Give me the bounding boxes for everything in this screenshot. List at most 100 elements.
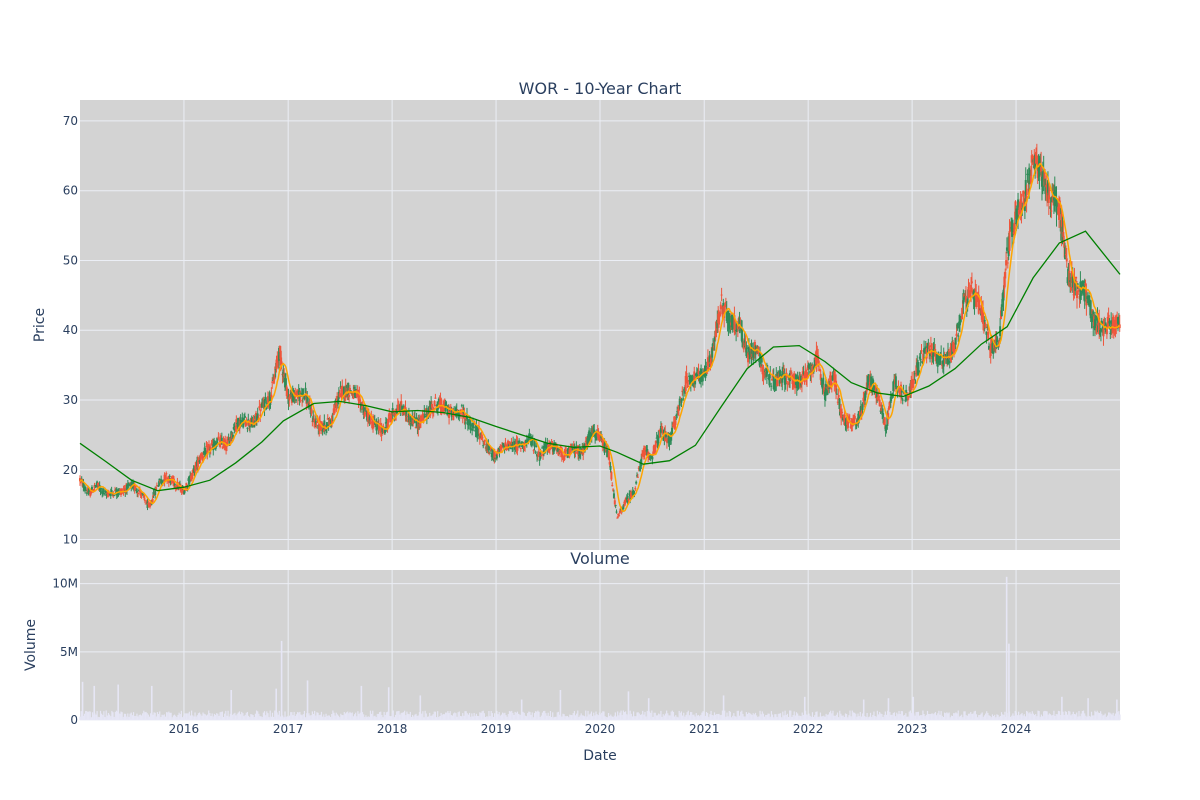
volume-bar: [740, 711, 742, 720]
candle-body: [1108, 321, 1111, 324]
volume-bar: [140, 715, 143, 720]
volume-bar: [476, 715, 479, 720]
volume-bar: [1037, 710, 1039, 720]
volume-bar: [330, 716, 332, 720]
candle-body: [208, 444, 211, 448]
volume-bar: [432, 714, 434, 720]
volume-spike-bar: [1116, 699, 1118, 720]
candle-body: [718, 313, 721, 316]
candle-body: [283, 374, 286, 377]
volume-bar: [465, 711, 467, 720]
candle-body: [772, 376, 775, 390]
candle-body: [519, 447, 522, 449]
volume-bar: [314, 710, 316, 720]
candle-body: [722, 303, 725, 307]
volume-bar: [1024, 716, 1027, 720]
volume-bar: [598, 712, 601, 720]
candle-body: [986, 326, 989, 328]
volume-bar: [442, 714, 444, 720]
candle-body: [694, 373, 697, 376]
volume-bar: [709, 714, 711, 720]
volume-bar: [295, 714, 298, 720]
candle-body: [911, 380, 914, 388]
volume-bar: [222, 717, 225, 720]
volume-bar: [664, 713, 667, 720]
candle-body: [155, 487, 158, 491]
candle-body: [229, 437, 232, 441]
candle-body: [248, 420, 251, 427]
volume-bar: [840, 713, 842, 720]
volume-bar: [333, 712, 335, 720]
candle-body: [984, 323, 987, 328]
volume-bar: [614, 712, 616, 720]
volume-bar: [1104, 713, 1106, 720]
volume-bar: [623, 712, 626, 720]
candle-body: [542, 453, 545, 456]
volume-bar: [825, 713, 827, 720]
candle-body: [356, 390, 359, 392]
candle-body: [501, 443, 504, 445]
volume-bar: [445, 712, 447, 720]
candle-body: [529, 435, 532, 437]
volume-bar: [606, 717, 609, 720]
candle-body: [671, 424, 674, 426]
candle-body: [169, 479, 172, 484]
volume-bar: [524, 715, 526, 720]
volume-bar: [548, 716, 550, 720]
volume-bar: [337, 715, 340, 720]
volume-spike-bar: [647, 698, 650, 720]
candle-body: [143, 495, 146, 498]
candle-body: [243, 415, 246, 418]
volume-bar: [1039, 716, 1041, 720]
volume-bar: [693, 714, 695, 720]
volume-bar: [393, 717, 395, 720]
volume-bar: [186, 713, 188, 720]
candle-body: [569, 447, 572, 450]
candle-body: [83, 486, 86, 490]
volume-bar: [491, 713, 493, 720]
volume-bar: [434, 711, 436, 720]
candle-body: [1009, 229, 1012, 232]
candle-body: [142, 493, 145, 496]
candle-body: [782, 368, 785, 372]
volume-bar: [257, 711, 259, 720]
candle-body: [528, 433, 531, 436]
volume-spike-bar: [150, 685, 153, 720]
candle-body: [963, 294, 966, 297]
candle-body: [249, 425, 252, 428]
candle-body: [804, 370, 807, 376]
candle-body: [766, 370, 769, 372]
volume-bar: [977, 717, 979, 720]
volume-bar: [519, 714, 521, 720]
candle-body: [85, 492, 88, 494]
candle-body: [610, 472, 613, 480]
candle-body: [467, 422, 470, 426]
candle-body: [650, 455, 653, 457]
volume-bar: [482, 710, 484, 720]
candle-body: [481, 436, 484, 439]
candle-body: [635, 481, 638, 484]
volume-bar: [487, 716, 489, 720]
volume-bar: [732, 715, 734, 720]
candle-body: [258, 406, 261, 409]
candle-body: [888, 406, 891, 410]
volume-bar: [757, 716, 759, 720]
volume-bar: [611, 716, 613, 720]
volume-bar: [1016, 715, 1019, 720]
candle-body: [400, 400, 403, 410]
volume-bar: [236, 713, 238, 720]
candle-body: [714, 330, 717, 338]
candle-body: [736, 325, 739, 329]
volume-bar: [836, 712, 839, 720]
volume-bar: [243, 716, 245, 720]
volume-bar: [1109, 712, 1111, 720]
volume-bar: [612, 716, 614, 720]
volume-bar: [325, 713, 327, 720]
volume-bar: [604, 716, 606, 720]
volume-bar: [858, 716, 860, 720]
date-axis-label: Date: [583, 748, 616, 764]
volume-bar: [188, 711, 190, 720]
volume-bar: [160, 717, 162, 720]
candle-body: [1014, 201, 1017, 213]
candle-body: [744, 342, 747, 346]
